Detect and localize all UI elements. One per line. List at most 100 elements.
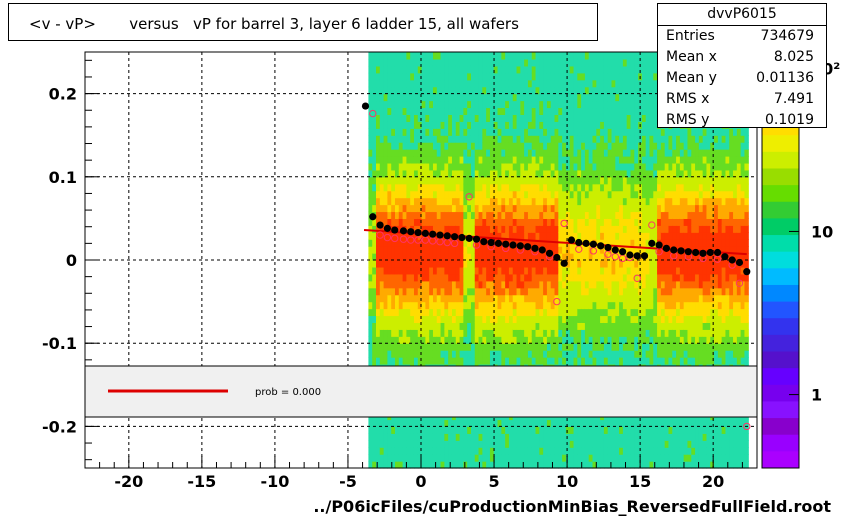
profile-point [743, 268, 751, 276]
profile-point [443, 232, 451, 240]
color-scale-band [762, 418, 799, 436]
profile-point [480, 238, 488, 246]
x-tick-label: -10 [260, 472, 289, 491]
y-tick-label: 0.1 [49, 168, 77, 187]
profile-open-point [633, 274, 641, 283]
profile-point [436, 231, 444, 239]
y-tick-label: -0.2 [42, 417, 77, 436]
stats-row-rms-y: RMS y 0.1019 [658, 110, 826, 131]
color-scale [762, 52, 799, 469]
color-scale-band [762, 451, 799, 469]
profile-open-point [399, 235, 408, 243]
profile-point [560, 259, 568, 267]
profile-point [735, 258, 744, 267]
profile-point [677, 247, 685, 255]
profile-point [376, 221, 384, 229]
z-tick-label: 10 [811, 222, 833, 241]
profile-point [509, 241, 517, 249]
y-tick-label: 0 [66, 251, 77, 270]
legend-label: prob = 0.000 [255, 387, 321, 398]
profile-point [361, 102, 370, 110]
stats-value: 0.1019 [765, 112, 814, 128]
color-scale-band [762, 384, 799, 402]
stats-box: dvvP6015 Entries 734679 Mean x 8.025 Mea… [657, 3, 827, 128]
profile-point [640, 252, 649, 260]
color-scale-band [762, 185, 799, 203]
profile-point [538, 246, 546, 254]
profile-point [494, 239, 503, 247]
stats-key: Mean x [666, 49, 717, 65]
profile-point [713, 248, 722, 257]
profile-point [383, 224, 391, 232]
profile-point [670, 246, 678, 254]
profile-point [655, 241, 663, 249]
stats-value: 0.01136 [756, 70, 814, 86]
ticks [85, 59, 743, 468]
stats-name: dvvP6015 [658, 4, 826, 26]
profile-point [611, 246, 619, 254]
profile-point [575, 238, 583, 247]
profile-point [604, 243, 612, 252]
profile-open-point [465, 193, 473, 201]
x-tick-label: 10 [556, 472, 578, 491]
profile-point [391, 226, 399, 234]
stats-key: Mean y [666, 70, 717, 86]
profile-point [633, 252, 641, 260]
chart-title-box: <v - vP> versus vP for barrel 3, layer 6… [8, 3, 598, 41]
grid [85, 52, 757, 468]
stats-row-mean-x: Mean x 8.025 [658, 47, 826, 68]
stats-key: RMS y [666, 112, 710, 128]
profile-point [502, 240, 510, 248]
profile-point [524, 243, 532, 251]
color-scale-band [762, 301, 799, 319]
profile-point [369, 213, 377, 221]
profile-open-point [369, 109, 377, 118]
stats-value: 8.025 [773, 49, 814, 65]
stats-row-entries: Entries 734679 [658, 26, 826, 47]
color-scale-band [762, 318, 799, 336]
color-scale-band [762, 235, 799, 253]
color-scale-band [762, 201, 799, 219]
profile-open-point [553, 297, 561, 306]
profile-point [582, 239, 590, 247]
profile-point [414, 228, 422, 237]
profile-open-point [560, 219, 568, 228]
color-scale-band [762, 268, 799, 286]
profile-point [487, 238, 495, 247]
color-scale-band [762, 334, 799, 353]
profile-filled-series [361, 102, 751, 276]
profile-point [516, 242, 524, 250]
x-tick-label: -20 [114, 472, 143, 491]
color-scale-band [762, 135, 799, 153]
profile-open-point [376, 231, 384, 239]
color-scale-band [762, 251, 799, 269]
profile-point [648, 239, 656, 247]
chart-title: <v - vP> versus vP for barrel 3, layer 6… [29, 15, 519, 33]
profile-point [465, 234, 473, 242]
x-tick-label: -5 [339, 472, 357, 491]
profile-point [706, 248, 714, 257]
profile-point [589, 240, 597, 248]
profile-point [728, 256, 736, 264]
profile-open-point [743, 422, 751, 431]
stats-row-rms-x: RMS x 7.491 [658, 89, 826, 110]
x-tick-label: 15 [629, 472, 651, 491]
profile-point [458, 233, 466, 242]
profile-point [597, 242, 605, 250]
profile-point [699, 249, 707, 257]
x-tick-label: 0 [415, 472, 426, 491]
profile-point [472, 235, 481, 243]
profile-point [545, 249, 554, 257]
color-scale-band [762, 151, 799, 169]
profile-point [451, 233, 459, 241]
profile-point [399, 227, 408, 235]
stats-value: 734679 [760, 28, 814, 44]
profile-point [567, 236, 576, 244]
stats-key: Entries [666, 28, 715, 44]
profile-point [531, 244, 539, 252]
color-scale-band [762, 434, 799, 452]
profile-point [684, 248, 692, 256]
color-scale-band [762, 401, 799, 419]
profile-open-point [648, 221, 656, 229]
